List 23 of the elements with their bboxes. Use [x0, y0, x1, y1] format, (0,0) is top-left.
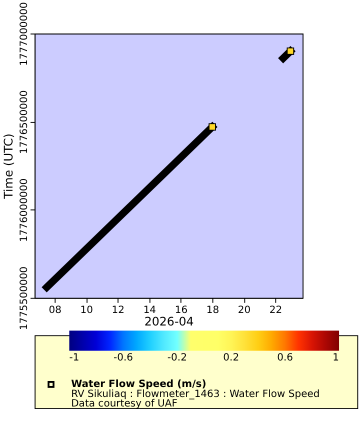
- text: RV Sikuliaq : Flowmeter_1463 : Water Flow Speed: [71, 389, 320, 400]
- y-tick-label: 1776500000: [18, 90, 30, 154]
- x-tick-label: 10: [80, 304, 94, 316]
- color-bar-label: -1: [69, 352, 80, 364]
- color-bar-label: 0.6: [277, 352, 294, 364]
- color-bar-label: -0.2: [167, 352, 187, 364]
- x-tick-label: 22: [269, 304, 282, 316]
- x-tick-label: 12: [112, 304, 125, 316]
- color-bar-label: -0.6: [113, 352, 133, 364]
- y-tick-label: 1776000000: [18, 178, 30, 242]
- color-bar-title: Water Flow Speed (m/s): [71, 379, 206, 390]
- color-bar-label: 0.2: [223, 352, 240, 364]
- text: Data courtesy of UAF: [71, 398, 178, 410]
- x-tick-label: 14: [143, 304, 156, 316]
- y-tick-label: 1777000000: [18, 2, 30, 66]
- color-bar-label: 1: [332, 352, 340, 364]
- y-axis-title: Time (UTC): [1, 133, 16, 200]
- y-tick-label: 1775500000: [18, 266, 30, 330]
- x-tick-label: 16: [174, 304, 188, 316]
- x-tick-label: 08: [48, 304, 62, 316]
- x-axis-title: 2026-04: [144, 314, 194, 329]
- x-tick-label: 20: [238, 304, 251, 316]
- x-tick-label: 18: [206, 304, 220, 316]
